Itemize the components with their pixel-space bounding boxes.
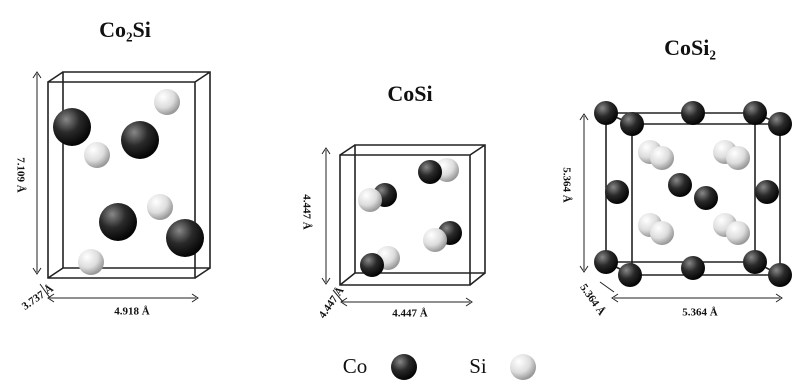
width-label: 4.918 Å: [114, 306, 150, 318]
legend-label: Co: [343, 354, 368, 378]
height-label: 5.364 Å: [560, 167, 572, 203]
legend-swatch: [510, 354, 536, 380]
height-label: 4.447 Å: [300, 194, 312, 230]
structure-title: CoSi₂: [664, 35, 716, 60]
structure-title: Co₂Si: [99, 17, 151, 42]
legend-swatch: [391, 354, 417, 380]
diagram: Co₂Si 7.109 Å 3.737 Å 4.918 Å CoSi 4.447…: [0, 0, 795, 384]
height-label: 7.109 Å: [14, 157, 26, 193]
width-label: 4.447 Å: [392, 308, 428, 320]
legend-label: Si: [469, 354, 487, 378]
structure-title: CoSi: [387, 81, 432, 106]
width-label: 5.364 Å: [682, 307, 718, 319]
